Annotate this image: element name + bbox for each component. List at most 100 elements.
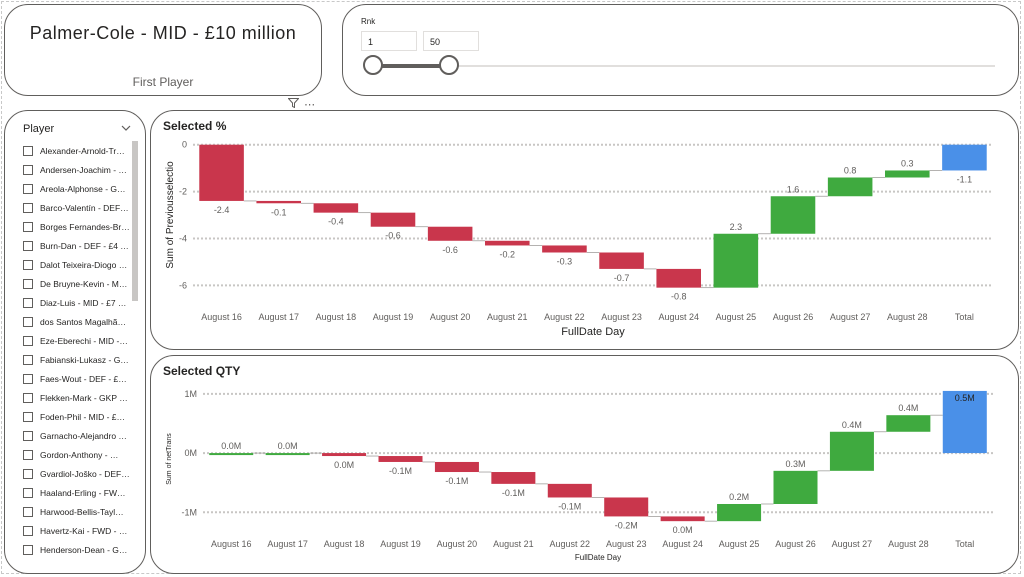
waterfall-bar[interactable] [547,483,592,498]
checkbox[interactable] [23,449,33,460]
data-label: 1.6 [787,184,800,194]
checkbox[interactable] [23,183,33,194]
player-list-item[interactable]: Diaz-Luis - MID - £7 … [23,293,135,312]
waterfall-bar[interactable] [599,252,644,269]
waterfall-bar[interactable] [370,212,416,227]
player-list-item[interactable]: Foden-Phil - MID - £… [23,407,135,426]
waterfall-bar[interactable] [717,503,762,522]
waterfall-bar[interactable] [942,390,987,454]
waterfall-bar[interactable] [322,453,367,457]
player-list-item-label: Gordon-Anthony - … [40,449,119,460]
waterfall-bar[interactable] [434,461,479,473]
checkbox[interactable] [23,240,33,251]
waterfall-bar[interactable] [770,196,816,234]
waterfall-bar[interactable] [656,268,701,288]
player-list-item-label: Eze-Eberechi - MID -… [40,335,128,346]
player-list-item[interactable]: Flekken-Mark - GKP … [23,388,135,407]
checkbox[interactable] [23,297,33,308]
y-axis-title: Sum of Previousselectio [165,161,176,269]
rnk-slider-range-fill [373,64,449,68]
waterfall-bar[interactable] [256,200,301,204]
checkbox[interactable] [23,544,33,555]
waterfall-bar[interactable] [942,144,987,171]
checkbox[interactable] [23,202,33,213]
checkbox[interactable] [23,316,33,327]
waterfall-bar[interactable] [313,203,359,213]
filter-icon[interactable] [287,98,302,111]
data-label: 0.4M [898,403,918,413]
player-list-item[interactable]: Havertz-Kai - FWD - … [23,521,135,540]
checkbox[interactable] [23,354,33,365]
checkbox[interactable] [23,392,33,403]
player-list-item-label: Areola-Alphonse - G… [40,183,126,194]
waterfall-bar[interactable] [604,497,649,517]
player-list-item[interactable]: Garnacho-Alejandro … [23,426,135,445]
player-list-item[interactable]: Alexander-Arnold-Tr… [23,141,135,160]
waterfall-bar[interactable] [378,456,423,462]
player-list-item[interactable]: Barco-Valentín - DEF… [23,198,135,217]
x-tick-label: August 26 [773,312,814,322]
player-slicer: Player Alexander-Arnold-Tr… Andersen-Joac… [4,110,146,574]
player-list-item[interactable]: Fabianski-Lukasz - G… [23,350,135,369]
waterfall-bar[interactable] [660,516,705,522]
checkbox[interactable] [23,278,33,289]
player-list-item[interactable]: De Bruyne-Kevin - M… [23,274,135,293]
waterfall-bar[interactable] [485,240,530,246]
waterfall-bar[interactable] [827,177,873,197]
checkbox[interactable] [23,430,33,441]
player-list-item-label: Burn-Dan - DEF - £4 … [40,240,129,251]
waterfall-bar[interactable] [209,453,254,456]
waterfall-bar[interactable] [199,144,244,201]
waterfall-bar[interactable] [542,245,587,253]
player-list-item[interactable]: Faes-Wout - DEF - £… [23,369,135,388]
checkbox[interactable] [23,145,33,156]
player-list-item[interactable]: Henderson-Dean - G… [23,540,135,559]
player-list-item[interactable]: Haaland-Erling - FW… [23,483,135,502]
checkbox[interactable] [23,468,33,479]
waterfall-bar[interactable] [829,431,874,471]
selected-qty-chart-card: Selected QTY 1M 0M -1M 0.0M August 16 0.0M Aug… [150,355,1019,574]
player-list-item-label: Haaland-Erling - FW… [40,487,126,498]
rnk-slider-track[interactable] [373,65,995,67]
rnk-slider-max-handle[interactable] [439,55,459,75]
player-list-item[interactable]: Borges Fernandes-Br… [23,217,135,236]
x-tick-label: August 21 [493,539,534,549]
checkbox[interactable] [23,335,33,346]
title-card-subtitle: First Player [132,75,194,89]
player-list-item[interactable]: Gordon-Anthony - … [23,445,135,464]
checkbox[interactable] [23,506,33,517]
waterfall-bar[interactable] [713,233,759,288]
checkbox[interactable] [23,373,33,384]
waterfall-bar[interactable] [886,415,931,432]
checkbox[interactable] [23,525,33,536]
data-label: -0.4 [328,217,344,227]
data-label: -0.2 [500,249,516,259]
waterfall-bar[interactable] [491,472,536,484]
chevron-down-icon[interactable] [121,123,131,134]
waterfall-bar[interactable] [773,470,818,504]
player-list-item[interactable]: Andersen-Joachim - … [23,160,135,179]
player-list-item[interactable]: Harwood-Bellis-Tayl… [23,502,135,521]
player-list-item[interactable]: Dalot Teixeira-Diogo … [23,255,135,274]
x-tick-label: August 24 [658,312,699,322]
checkbox[interactable] [23,487,33,498]
rnk-min-input[interactable]: 1 [361,31,417,51]
checkbox[interactable] [23,259,33,270]
player-list-item[interactable]: dos Santos Magalhã… [23,312,135,331]
rnk-slider-min-handle[interactable] [363,55,383,75]
player-list-item-label: Alexander-Arnold-Tr… [40,145,125,156]
checkbox[interactable] [23,411,33,422]
rnk-max-input[interactable]: 50 [423,31,479,51]
checkbox[interactable] [23,221,33,232]
checkbox[interactable] [23,164,33,175]
player-list-item[interactable]: Eze-Eberechi - MID -… [23,331,135,350]
player-list-item[interactable]: Areola-Alphonse - G… [23,179,135,198]
player-list-item[interactable]: Gvardiol-Joško - DEF… [23,464,135,483]
player-list-item[interactable]: Burn-Dan - DEF - £4 … [23,236,135,255]
waterfall-bar[interactable] [427,226,473,241]
waterfall-bar[interactable] [885,170,930,178]
player-list-scrollbar[interactable] [132,141,138,301]
waterfall-bar[interactable] [265,453,310,456]
more-options-icon[interactable]: ⋯ [304,99,316,111]
data-label: -0.1 [271,207,287,217]
